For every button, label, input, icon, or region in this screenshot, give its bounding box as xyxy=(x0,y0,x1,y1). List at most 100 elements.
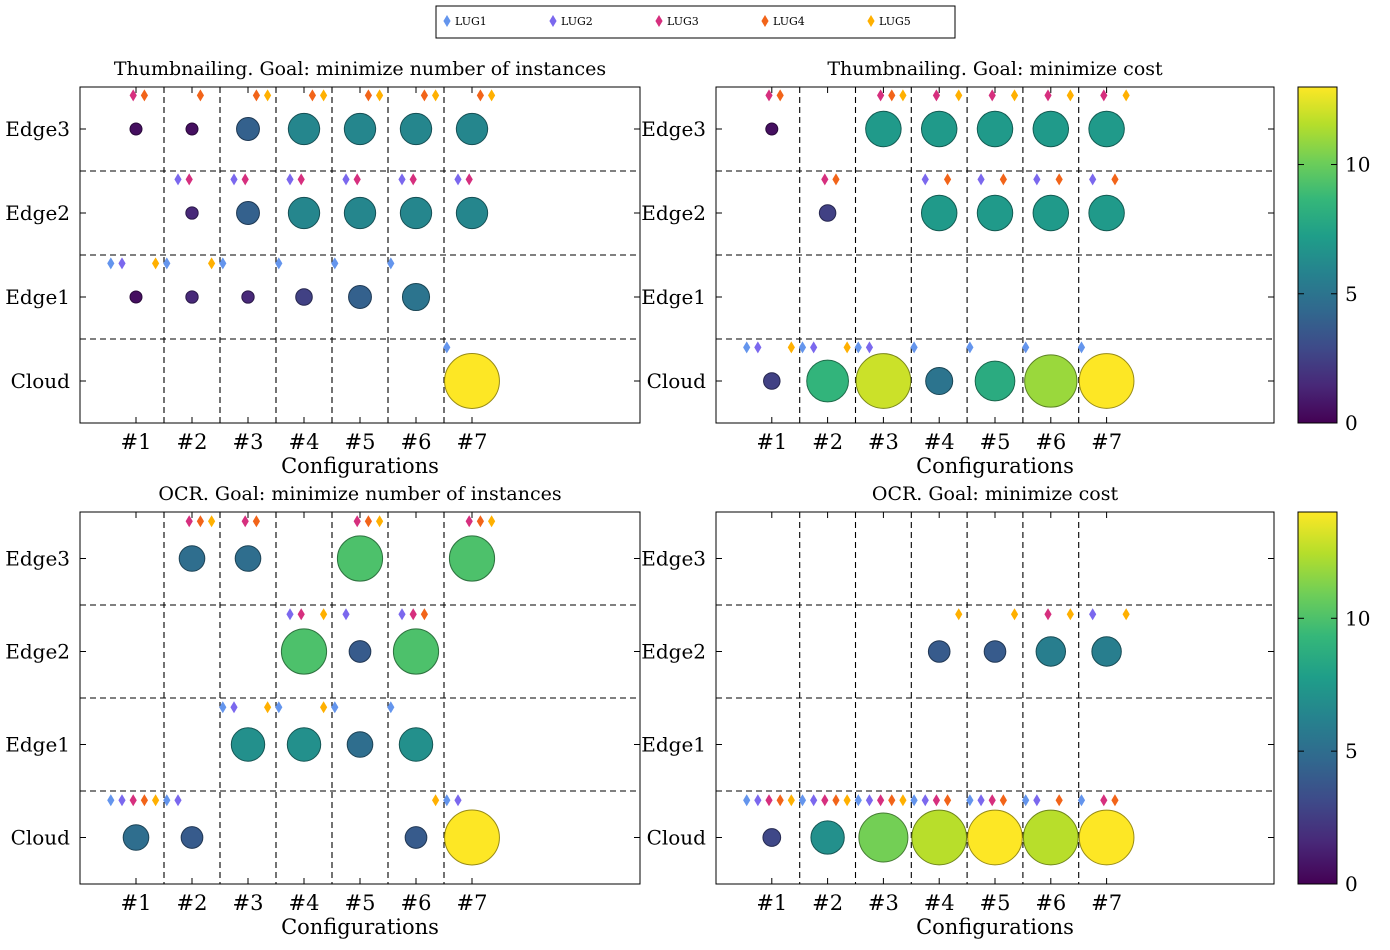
lug-marker-1 xyxy=(107,794,115,807)
lug-marker-3 xyxy=(409,173,417,186)
lug-marker-1 xyxy=(798,341,807,354)
lug-marker-2 xyxy=(174,173,182,186)
lug-marker-5 xyxy=(1066,89,1074,102)
legend: LUG1 LUG2 LUG3 LUG4 LUG5 xyxy=(435,5,956,39)
legend-label-lug3: LUG3 xyxy=(667,15,699,28)
colorbar-tick-label: 5 xyxy=(1345,739,1358,763)
x-tick-label: #6 xyxy=(1035,430,1066,454)
lug-marker-1 xyxy=(1077,794,1086,807)
bubble xyxy=(1035,636,1067,667)
lug-marker-3 xyxy=(765,794,773,807)
lug-marker-1 xyxy=(1077,341,1086,354)
lug-marker-5 xyxy=(320,608,328,621)
bubble xyxy=(927,640,951,663)
colorbar-gradient xyxy=(1297,511,1338,885)
bubble xyxy=(346,731,374,758)
lug-marker-4 xyxy=(420,89,428,102)
legend-marker-lug5 xyxy=(867,15,875,27)
bubble xyxy=(455,112,489,146)
bubble xyxy=(404,826,428,849)
lug-marker-4 xyxy=(252,515,260,528)
lug-marker-5 xyxy=(320,701,328,714)
lug-marker-4 xyxy=(832,794,840,807)
lug-marker-2 xyxy=(1089,173,1097,186)
bubble xyxy=(336,535,384,582)
bubble xyxy=(348,640,372,663)
lug-marker-3 xyxy=(353,173,361,186)
lug-marker-3 xyxy=(185,173,193,186)
lug-marker-2 xyxy=(1033,794,1041,807)
bubble xyxy=(178,545,206,572)
x-tick-label: #5 xyxy=(345,430,376,454)
lug-marker-2 xyxy=(1089,608,1097,621)
bubble xyxy=(974,360,1016,402)
bubble xyxy=(129,122,143,136)
y-tick-label: Cloud xyxy=(11,826,71,850)
lug-marker-4 xyxy=(252,89,260,102)
legend-label-lug1: LUG1 xyxy=(455,15,487,28)
lug-marker-2 xyxy=(754,794,762,807)
lug-marker-5 xyxy=(955,608,963,621)
bubble xyxy=(976,194,1014,232)
bubble xyxy=(236,117,260,141)
lug-marker-5 xyxy=(152,794,160,807)
lug-marker-4 xyxy=(999,173,1007,186)
bubble xyxy=(236,201,260,225)
lug-marker-4 xyxy=(196,89,204,102)
lug-marker-1 xyxy=(854,341,862,354)
x-tick-label: #7 xyxy=(1091,430,1122,454)
lug-marker-3 xyxy=(465,515,473,528)
bubble xyxy=(448,535,496,582)
chart-title: OCR. Goal: minimize number of instances xyxy=(158,483,561,505)
lug-marker-4 xyxy=(1055,173,1063,186)
bubble xyxy=(286,727,322,762)
bubble xyxy=(765,122,779,136)
x-tick-label: #5 xyxy=(980,891,1011,915)
lug-marker-3 xyxy=(353,515,361,528)
chart-panel-3: OCR. Goal: minimize number of instances #… xyxy=(5,483,641,939)
lug-marker-2 xyxy=(398,173,406,186)
lug-marker-3 xyxy=(877,89,885,102)
x-axis-label: Configurations xyxy=(916,915,1074,939)
lug-marker-3 xyxy=(1100,89,1108,102)
chart-title: Thumbnailing. Goal: minimize number of i… xyxy=(114,58,606,80)
bubble xyxy=(865,110,902,148)
lug-marker-4 xyxy=(888,794,896,807)
legend-marker-lug1 xyxy=(443,15,451,27)
lug-marker-1 xyxy=(798,794,807,807)
y-tick-label: Edge1 xyxy=(5,733,70,757)
lug-marker-4 xyxy=(308,89,316,102)
lug-marker-4 xyxy=(943,173,952,186)
lug-marker-2 xyxy=(286,608,294,621)
lug-marker-3 xyxy=(129,794,137,807)
lug-marker-5 xyxy=(208,515,216,528)
x-tick-label: #4 xyxy=(289,891,320,915)
bubble xyxy=(1078,809,1135,866)
lug-marker-1 xyxy=(387,257,395,270)
lug-marker-3 xyxy=(185,515,193,528)
chart-panel-2: Thumbnailing. Goal: minimize cost #1 #2 #3 #… xyxy=(641,58,1275,478)
lug-marker-1 xyxy=(107,257,115,270)
lug-marker-2 xyxy=(865,794,874,807)
bubble xyxy=(920,194,958,232)
lug-marker-4 xyxy=(888,89,896,102)
lug-marker-2 xyxy=(454,173,462,186)
bubble xyxy=(399,196,433,230)
colorbars: 0 5 10 0 5 10 xyxy=(1297,86,1370,896)
bubble xyxy=(185,206,199,220)
legend-marker-lug3 xyxy=(655,15,663,27)
lug-marker-3 xyxy=(1044,608,1052,621)
lug-marker-3 xyxy=(465,173,473,186)
lug-marker-4 xyxy=(140,794,148,807)
lug-marker-1 xyxy=(443,341,451,354)
bubble xyxy=(399,112,433,146)
lug-marker-4 xyxy=(776,794,784,807)
bubble xyxy=(185,122,199,136)
lug-marker-2 xyxy=(342,173,350,186)
x-tick-label: #4 xyxy=(289,430,320,454)
bubble xyxy=(401,282,431,312)
bubble xyxy=(129,290,143,304)
x-tick-label: #4 xyxy=(924,430,955,454)
lug-marker-5 xyxy=(1066,608,1074,621)
bubble xyxy=(348,285,372,309)
